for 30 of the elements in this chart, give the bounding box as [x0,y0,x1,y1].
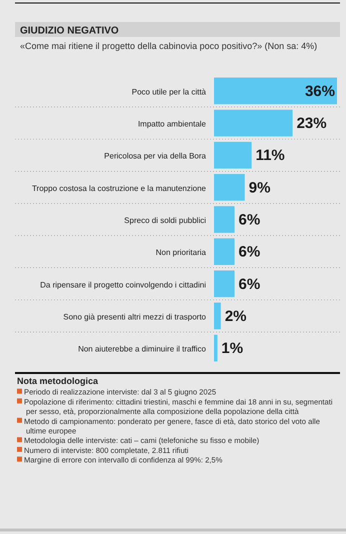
y-tick-label: Impatto ambientale [138,120,207,129]
data-label: 6% [238,244,260,261]
y-tick-label: Poco utile per la città [132,87,207,96]
bar [214,270,234,298]
data-label: 2% [224,308,247,325]
data-label: 11% [256,147,285,164]
chart-subtitle: «Come mai ritiene il progetto della cabinovia poco positivo?» (Non sa: 4%) [20,41,318,51]
bar [214,78,337,104]
data-label: 36% [304,82,335,100]
y-tick-label: Non aiuterebbe a diminuire il traffico [78,344,207,354]
bar [214,206,234,233]
text: GIUDIZIO NEGATIVO [20,26,119,36]
y-tick-label: Spreco di soldi pubblici [124,216,206,225]
bar [214,110,293,136]
data-label: 6% [238,276,260,293]
data-label: 1% [221,340,244,358]
bar [214,174,245,201]
y-tick-label: Sono già presenti altri mezzi di trasporto [63,312,207,322]
text: Nota metodologica [17,376,99,386]
bar [214,334,218,362]
data-label: 9% [248,179,270,196]
y-tick-label: Troppo costosa la costruzione e la manutenzione [32,184,207,193]
data-label: 6% [238,212,260,228]
data-label: 23% [296,115,327,132]
bar [214,302,221,330]
y-tick-label: Pericolosa per via della Bora [104,152,207,161]
y-tick-label: Da ripensare il progetto coinvolgendo i cittadini [40,280,206,290]
bar [214,142,252,169]
y-tick-label: Non prioritaria [156,248,207,258]
bar [214,238,234,265]
